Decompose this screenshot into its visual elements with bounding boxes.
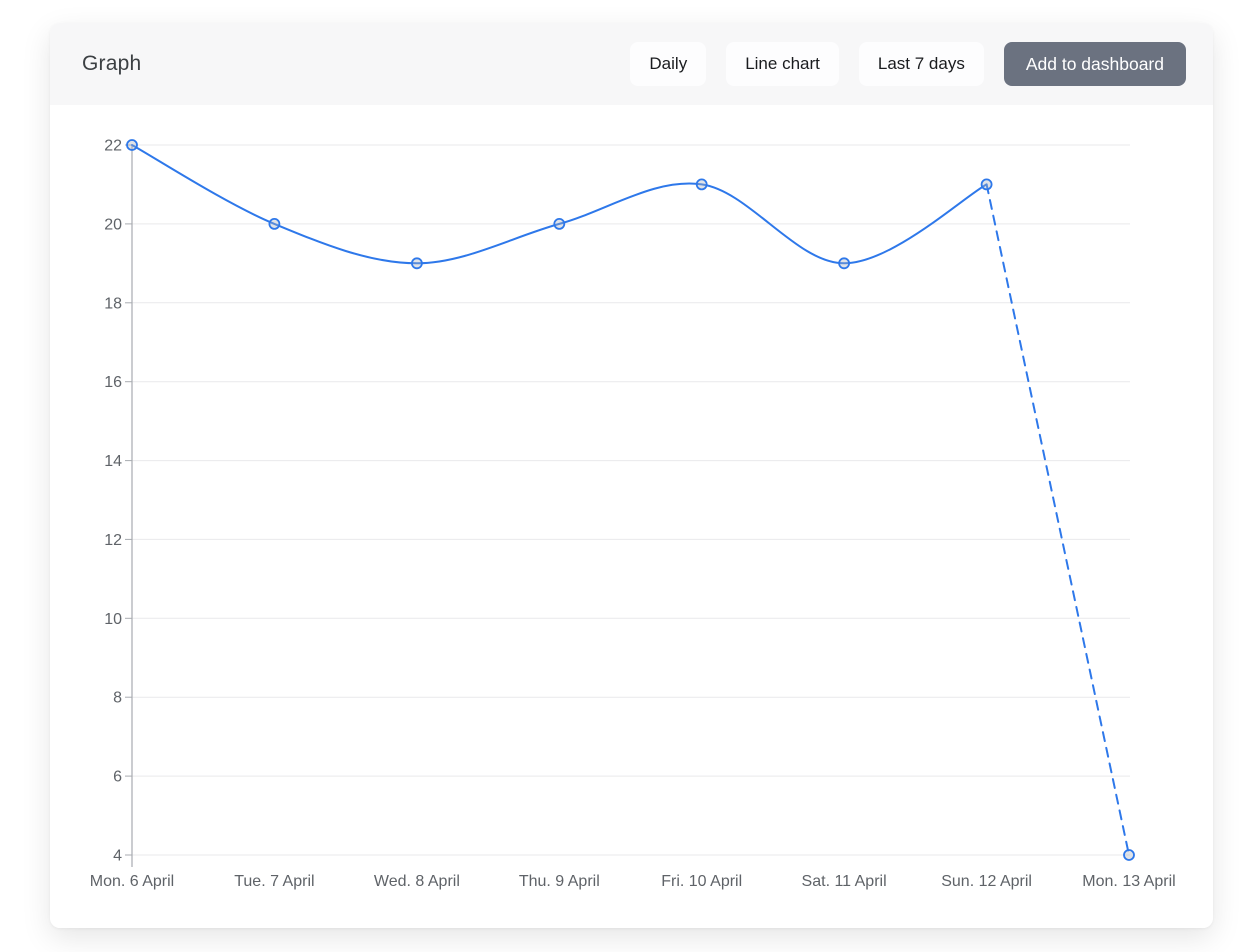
x-axis-label: Mon. 6 April (90, 873, 174, 890)
line-chart-svg: 4 6 8 10 12 14 16 18 20 22 Mon. 6 April Tue. 7 Apri… (90, 138, 1176, 891)
y-axis-label: 18 (104, 295, 122, 312)
card-header: Graph Daily Line chart Last 7 days Add t… (50, 23, 1213, 105)
data-line-solid (131, 144, 988, 265)
graph-card: Graph Daily Line chart Last 7 days Add t… (50, 23, 1213, 928)
header-actions: Daily Line chart Last 7 days Add to dash… (630, 42, 1186, 86)
x-axis-label: Fri. 10 April (661, 873, 742, 890)
data-point-marker[interactable] (980, 178, 993, 191)
y-axis-label: 16 (104, 374, 122, 391)
x-axis-label: Mon. 13 April (1082, 873, 1175, 890)
y-axis-label: 10 (104, 611, 122, 628)
data-point-marker[interactable] (553, 218, 566, 230)
y-axis-label: 22 (104, 138, 122, 155)
chart-area: 4 6 8 10 12 14 16 18 20 22 Mon. 6 April Tue. 7 Apri… (50, 105, 1213, 928)
data-point-marker[interactable] (268, 218, 281, 230)
data-point-marker[interactable] (126, 139, 138, 151)
data-point-marker[interactable] (838, 257, 850, 270)
y-axis-label: 4 (113, 848, 122, 865)
page-title: Graph (82, 52, 142, 75)
x-axis-label: Wed. 8 April (374, 873, 460, 890)
y-axis-label: 12 (104, 532, 122, 549)
y-axis-label: 8 (113, 690, 122, 707)
data-point-marker[interactable] (1123, 849, 1135, 861)
add-to-dashboard-button[interactable]: Add to dashboard (1003, 42, 1186, 86)
y-axis-label: 6 (113, 769, 122, 786)
x-axis-label: Thu. 9 April (519, 873, 600, 890)
y-axis-label: 14 (104, 453, 122, 470)
x-axis-label: Sat. 11 April (802, 873, 887, 890)
date-range-button[interactable]: Last 7 days (858, 42, 984, 86)
x-axis-label: Tue. 7 April (234, 873, 314, 890)
data-point-marker[interactable] (695, 178, 708, 191)
y-axis-label: 20 (104, 216, 122, 233)
x-axis-label: Sun. 12 April (941, 873, 1032, 890)
frequency-button[interactable]: Daily (630, 42, 707, 86)
chart-type-button[interactable]: Line chart (726, 42, 839, 86)
data-line-dashed (985, 183, 1130, 856)
data-point-marker[interactable] (410, 257, 423, 270)
